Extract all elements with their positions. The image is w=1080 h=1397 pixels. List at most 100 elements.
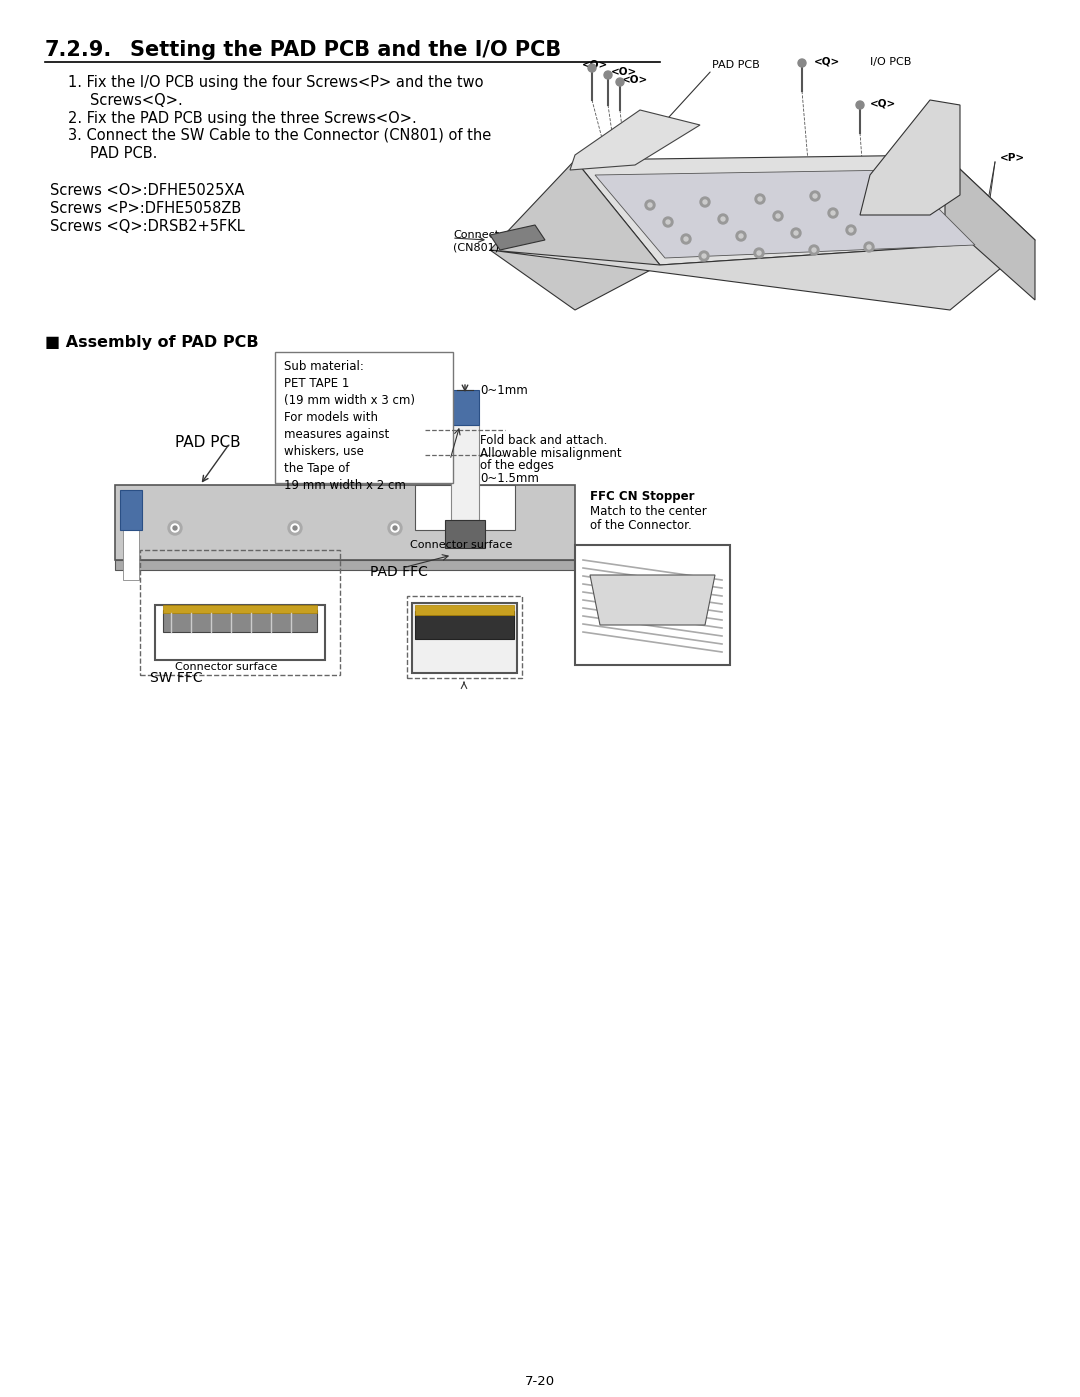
Polygon shape xyxy=(114,560,575,570)
Circle shape xyxy=(757,251,761,256)
Text: I/O PCB: I/O PCB xyxy=(870,57,912,67)
FancyBboxPatch shape xyxy=(575,545,730,665)
Circle shape xyxy=(864,242,874,251)
Text: PAD PCB: PAD PCB xyxy=(175,434,241,450)
Circle shape xyxy=(735,231,746,242)
Circle shape xyxy=(168,521,183,535)
Polygon shape xyxy=(945,155,1035,300)
Text: 7.2.9.: 7.2.9. xyxy=(45,41,112,60)
Text: Fold back and attach.: Fold back and attach. xyxy=(480,433,607,447)
Polygon shape xyxy=(490,240,1035,310)
Text: 0~1.5mm: 0~1.5mm xyxy=(480,472,539,486)
Circle shape xyxy=(703,200,707,204)
Circle shape xyxy=(773,211,783,221)
Circle shape xyxy=(588,64,596,73)
Bar xyxy=(163,605,318,613)
Text: Screws <Q>:DRSB2+5FKL: Screws <Q>:DRSB2+5FKL xyxy=(50,219,245,235)
Text: Screws <O>:DFHE5025XA: Screws <O>:DFHE5025XA xyxy=(50,183,244,198)
Text: ■ Assembly of PAD PCB: ■ Assembly of PAD PCB xyxy=(45,335,258,351)
Circle shape xyxy=(391,524,399,532)
Circle shape xyxy=(393,527,397,529)
Polygon shape xyxy=(114,485,575,560)
Text: Match to the center: Match to the center xyxy=(590,504,706,518)
Circle shape xyxy=(171,524,179,532)
Text: 3. Connect the SW Cable to the Connector (CN801) of the: 3. Connect the SW Cable to the Connector… xyxy=(68,129,491,142)
Circle shape xyxy=(755,194,765,204)
Circle shape xyxy=(791,228,801,237)
Polygon shape xyxy=(595,170,975,258)
Text: Connector: Connector xyxy=(453,231,511,240)
Text: Connector surface: Connector surface xyxy=(410,541,512,550)
Text: <Q>: <Q> xyxy=(814,57,840,67)
Bar xyxy=(415,610,514,638)
Circle shape xyxy=(293,527,297,529)
Circle shape xyxy=(699,251,708,261)
Circle shape xyxy=(794,231,798,235)
Circle shape xyxy=(798,59,806,67)
Circle shape xyxy=(288,521,302,535)
Polygon shape xyxy=(575,155,1035,265)
Circle shape xyxy=(684,237,688,242)
FancyBboxPatch shape xyxy=(156,605,325,659)
Text: <O>: <O> xyxy=(611,67,637,77)
Bar xyxy=(411,604,517,673)
Circle shape xyxy=(739,235,743,237)
Polygon shape xyxy=(860,101,960,215)
Circle shape xyxy=(846,225,856,235)
Circle shape xyxy=(754,249,764,258)
Text: of the Connector.: of the Connector. xyxy=(590,520,692,532)
Circle shape xyxy=(810,191,820,201)
Bar xyxy=(445,520,485,548)
Text: (CN801): (CN801) xyxy=(453,243,499,253)
Circle shape xyxy=(700,197,710,207)
FancyBboxPatch shape xyxy=(275,352,453,483)
Circle shape xyxy=(648,203,652,207)
Circle shape xyxy=(291,524,299,532)
Circle shape xyxy=(173,527,177,529)
Circle shape xyxy=(666,219,670,224)
Circle shape xyxy=(388,521,402,535)
Polygon shape xyxy=(490,225,545,250)
Text: 7-20: 7-20 xyxy=(525,1375,555,1389)
Text: <Q>: <Q> xyxy=(870,98,896,108)
Circle shape xyxy=(604,71,612,80)
Circle shape xyxy=(867,244,870,249)
Circle shape xyxy=(809,244,819,256)
Circle shape xyxy=(718,214,728,224)
Text: Sub material:
PET TAPE 1
(19 mm width x 3 cm)
For models with
measures against
w: Sub material: PET TAPE 1 (19 mm width x … xyxy=(284,360,415,492)
Circle shape xyxy=(828,208,838,218)
Text: PAD FFC: PAD FFC xyxy=(370,564,428,578)
Text: of the edges: of the edges xyxy=(480,460,554,472)
Circle shape xyxy=(616,78,624,87)
Bar xyxy=(123,520,139,580)
Text: PAD PCB.: PAD PCB. xyxy=(90,147,158,161)
Circle shape xyxy=(721,217,725,221)
Text: <O>: <O> xyxy=(622,75,648,85)
Circle shape xyxy=(856,101,864,109)
Text: Connector surface: Connector surface xyxy=(175,662,278,672)
Text: FFC CN Stopper: FFC CN Stopper xyxy=(590,490,694,503)
Text: 0~1mm: 0~1mm xyxy=(480,384,528,397)
Circle shape xyxy=(831,211,835,215)
Circle shape xyxy=(758,197,762,201)
Text: 2. Fix the PAD PCB using the three Screws<O>.: 2. Fix the PAD PCB using the three Screw… xyxy=(68,110,417,126)
Polygon shape xyxy=(490,161,660,310)
Bar xyxy=(451,390,480,425)
Text: <P>: <P> xyxy=(1000,154,1025,163)
Text: Screws <P>:DFHE5058ZB: Screws <P>:DFHE5058ZB xyxy=(50,201,241,217)
Bar xyxy=(451,425,480,520)
Text: SW FFC: SW FFC xyxy=(150,671,203,685)
Circle shape xyxy=(777,214,780,218)
Circle shape xyxy=(849,228,853,232)
Circle shape xyxy=(702,254,706,258)
Text: 1. Fix the I/O PCB using the four Screws<P> and the two: 1. Fix the I/O PCB using the four Screws… xyxy=(68,75,484,89)
Text: Screws<Q>.: Screws<Q>. xyxy=(90,94,183,108)
Circle shape xyxy=(681,235,691,244)
Text: <O>: <O> xyxy=(582,60,608,70)
Bar xyxy=(415,605,514,615)
Polygon shape xyxy=(570,110,700,170)
Circle shape xyxy=(645,200,654,210)
Text: Allowable misalignment: Allowable misalignment xyxy=(480,447,622,460)
Polygon shape xyxy=(415,485,515,529)
Polygon shape xyxy=(590,576,715,624)
